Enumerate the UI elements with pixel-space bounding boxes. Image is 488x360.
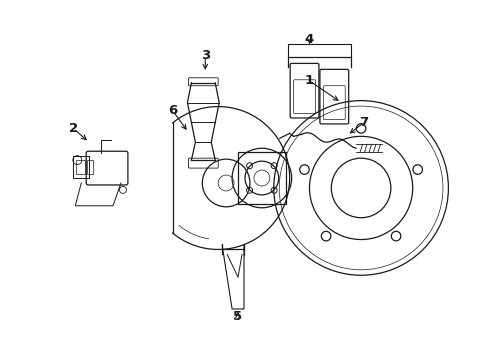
Text: 4: 4	[304, 33, 313, 46]
Text: 5: 5	[233, 310, 242, 323]
Text: 6: 6	[167, 104, 177, 117]
Text: 3: 3	[200, 49, 209, 63]
Bar	[238, 152, 285, 204]
Bar	[76, 160, 85, 174]
Bar	[73, 156, 89, 178]
Bar	[87, 160, 93, 174]
Text: 1: 1	[305, 74, 313, 87]
Text: 2: 2	[69, 122, 78, 135]
Text: 7: 7	[359, 116, 368, 129]
